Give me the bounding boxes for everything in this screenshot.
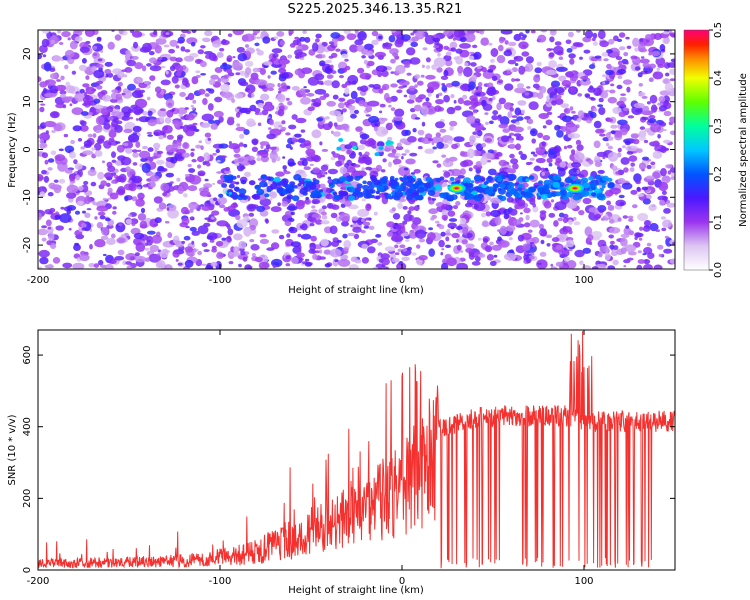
colorbar-tick-label: 0.2 — [713, 166, 724, 182]
spectrogram-y-ticks: -20 -10 0 10 20 — [22, 48, 675, 253]
snr-series-line — [38, 330, 675, 570]
snr-frame — [37, 329, 676, 571]
y-tick-label: -10 — [22, 189, 33, 205]
y-tick-label: 20 — [22, 48, 33, 61]
y-tick-label: 0 — [22, 567, 33, 573]
x-tick-label: -200 — [27, 275, 50, 286]
colorbar-tick-label: 0.0 — [713, 262, 724, 278]
colorbar-tick-label: 0.3 — [713, 118, 724, 134]
y-tick-label: 600 — [22, 346, 33, 365]
snr-panel: -200 -100 0 100 0 200 400 600 Height of straig… — [7, 329, 676, 596]
x-tick-label: 0 — [399, 576, 405, 587]
y-tick-label: 400 — [22, 417, 33, 436]
x-tick-label: -100 — [209, 275, 232, 286]
colorbar-gradient — [684, 30, 709, 270]
spectrogram-x-axis-label: Height of straight line (km) — [288, 285, 424, 296]
y-tick-label: -20 — [22, 237, 33, 253]
colorbar-label: Normalized spectral amplitude — [738, 73, 749, 227]
colorbar-tick-label: 0.1 — [713, 214, 724, 230]
figure-title: S225.2025.346.13.35.R21 — [287, 2, 463, 17]
snr-x-ticks: -200 -100 0 100 — [27, 330, 594, 587]
x-tick-label: 100 — [574, 275, 593, 286]
x-tick-label: -100 — [209, 576, 232, 587]
colorbar: 0.0 0.1 0.2 0.3 0.4 0.5 Normalized spectral a… — [683, 22, 749, 278]
spectrogram-x-ticks: -200 -100 0 100 — [27, 30, 594, 286]
colorbar-ticks: 0.0 0.1 0.2 0.3 0.4 0.5 — [709, 22, 724, 278]
spectrogram-heatmap — [38, 30, 675, 269]
colorbar-frame — [683, 29, 710, 271]
y-tick-label: 200 — [22, 489, 33, 508]
colorbar-tick-label: 0.5 — [713, 22, 724, 38]
spectrogram-y-axis-label: Frequency (Hz) — [7, 112, 18, 188]
colorbar-tick-label: 0.4 — [713, 70, 724, 86]
x-tick-label: 0 — [399, 275, 405, 286]
x-tick-label: 100 — [574, 576, 593, 587]
x-tick-label: -200 — [27, 576, 50, 587]
y-tick-label: 0 — [22, 146, 33, 152]
snr-y-ticks: 0 200 400 600 — [22, 346, 675, 573]
snr-y-axis-label: SNR (10 * v/v) — [7, 414, 18, 485]
snr-x-axis-label: Height of straight line (km) — [288, 585, 424, 596]
y-tick-label: 10 — [22, 95, 33, 108]
